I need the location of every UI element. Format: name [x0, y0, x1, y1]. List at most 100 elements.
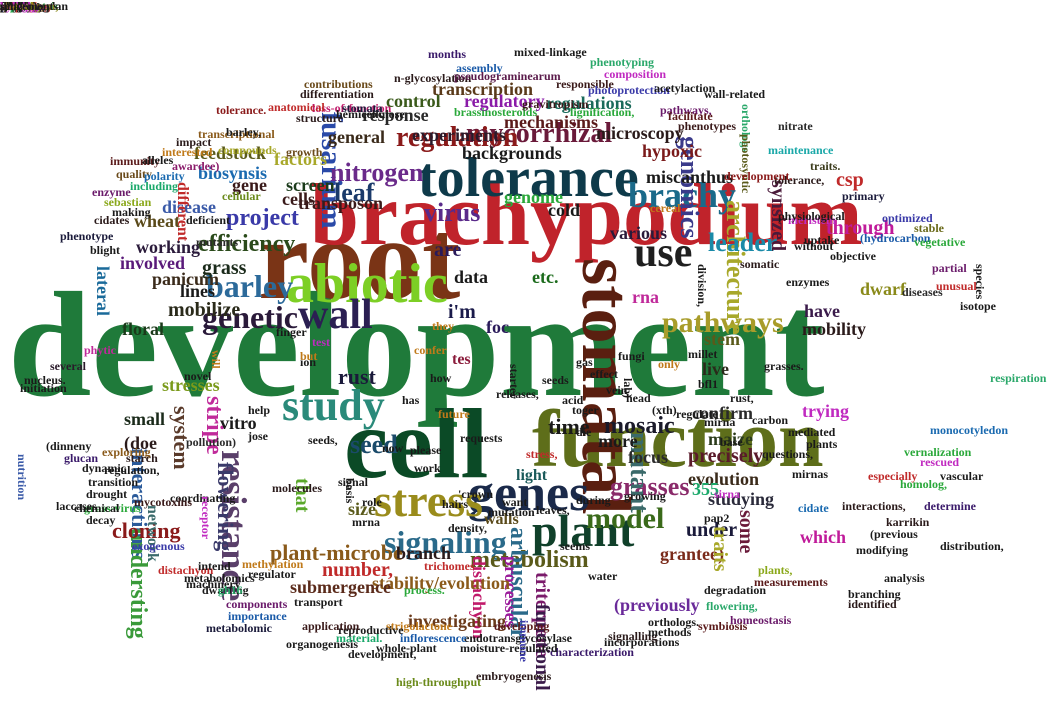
word-cloud-term: development: [8, 262, 825, 428]
word-cloud-term: bfl1: [698, 377, 719, 391]
word-cloud-term: regulatory: [464, 91, 545, 111]
word-cloud-term: screening: [0, 0, 49, 13]
word-cloud-term: 355: [692, 479, 719, 499]
word-cloud-term: has: [402, 393, 420, 407]
word-cloud-term: karrikin: [886, 515, 930, 529]
word-cloud-term: maize: [708, 429, 753, 449]
word-cloud-term: compounds: [218, 143, 277, 157]
word-cloud-term: releases,: [496, 387, 539, 401]
word-cloud-term: carbon: [752, 413, 788, 427]
word-cloud-term: drought: [86, 487, 128, 501]
word-cloud-term: barley,: [226, 125, 261, 139]
word-cloud-term: cell: [344, 388, 489, 499]
word-cloud-term: looking: [0, 0, 39, 13]
word-cloud-term: nutrition: [15, 454, 29, 501]
word-cloud-term: finger: [276, 325, 307, 339]
word-cloud-term: regulator: [248, 567, 296, 581]
word-cloud-term: data: [454, 267, 489, 287]
word-cloud-term: cidate: [798, 501, 829, 515]
word-cloud-term: photoprotection: [588, 83, 670, 97]
word-cloud-term: belonging: [0, 0, 51, 13]
word-cloud-term: coordinating: [170, 491, 236, 505]
word-cloud-term: feedstock: [194, 143, 266, 163]
word-cloud-term: family: [0, 0, 33, 13]
word-cloud-term: more: [598, 431, 638, 451]
word-cloud-term: (hydrocarbon: [860, 231, 931, 245]
word-cloud-term: traits: [709, 526, 731, 572]
word-cloud-term: optimized: [882, 211, 933, 225]
word-cloud-term: measurements: [754, 575, 828, 589]
word-cloud-term: grasses: [610, 472, 690, 501]
word-cloud-term: (lignin): [0, 0, 38, 13]
word-cloud-term: select: [0, 0, 28, 13]
word-cloud-term: plant: [532, 505, 635, 556]
word-cloud-term: base: [720, 435, 743, 449]
word-cloud-term: exogenous: [132, 539, 185, 553]
word-cloud-term: stem: [704, 329, 740, 349]
word-cloud-term: primary: [842, 189, 885, 203]
word-cloud-term: rcn4: [0, 0, 24, 13]
word-cloud-term: have: [804, 301, 840, 321]
word-cloud-term: network: [144, 505, 161, 562]
word-cloud-term: months: [428, 47, 467, 61]
word-cloud-term: physiological: [778, 209, 845, 223]
word-cloud-term: dynamic: [82, 461, 127, 475]
word-cloud-term: control: [386, 91, 441, 111]
word-cloud-term: underst: [0, 0, 40, 13]
word-cloud-term: (dinneny: [46, 439, 92, 453]
word-cloud-term: methods: [648, 625, 692, 639]
word-cloud-term: mobilize: [168, 299, 241, 321]
word-cloud-term: time: [548, 414, 590, 439]
word-cloud-term: experiments: [412, 125, 506, 145]
word-cloud-term: small: [124, 409, 166, 429]
word-cloud-term: glucan: [64, 451, 99, 465]
word-cloud-term: regulation,: [104, 463, 160, 477]
word-cloud-term: stable: [914, 221, 944, 235]
word-cloud-term: maintenance: [768, 143, 834, 157]
word-cloud-term: responsible: [556, 77, 614, 91]
word-cloud-term: grasses.: [764, 359, 804, 373]
word-cloud-term: use: [634, 230, 693, 276]
word-cloud-term: spikelet: [0, 0, 40, 13]
word-cloud-term: water: [588, 569, 618, 583]
word-cloud-term: distachyon: [158, 563, 214, 577]
word-cloud-term: application: [302, 619, 360, 633]
word-cloud-term: especially: [868, 469, 918, 483]
word-cloud-term: seems: [560, 539, 590, 553]
word-cloud-term: composition: [604, 67, 667, 81]
word-cloud-term: barley: [206, 268, 294, 304]
word-cloud-term: high-throughput: [396, 675, 482, 689]
word-cloud-term: interested: [162, 145, 213, 159]
word-cloud-term: virus: [424, 198, 481, 227]
word-cloud-term: live: [702, 359, 729, 379]
word-cloud-term: ga,: [0, 0, 15, 13]
word-cloud-term: future: [438, 407, 470, 421]
word-cloud-term: rust: [338, 364, 376, 389]
word-cloud-term: development.: [724, 169, 793, 183]
word-cloud-term: starch: [126, 451, 158, 465]
word-cloud-term: species: [973, 264, 987, 300]
word-cloud-term: are: [434, 239, 462, 261]
word-cloud-term: impact: [176, 135, 212, 149]
word-cloud-term: cells: [282, 189, 315, 209]
word-cloud-term: lab: [0, 0, 17, 13]
word-cloud-term: look: [0, 0, 23, 13]
word-cloud-term: submergence: [290, 577, 391, 597]
word-cloud-term: contributions: [304, 77, 373, 91]
word-cloud-term: strigolactone: [386, 619, 452, 633]
word-cloud-term: phenotype: [60, 229, 114, 243]
word-cloud-term: ion: [300, 355, 317, 369]
word-cloud-term: support: [0, 0, 41, 13]
word-cloud-term: vascular: [940, 469, 984, 483]
word-cloud-term: mutants: [196, 235, 239, 249]
word-cloud-term: mechanisms: [504, 112, 598, 132]
word-cloud-term: determine: [924, 499, 976, 513]
word-cloud-term: what: [0, 0, 26, 13]
word-cloud-term: confer: [414, 343, 447, 357]
word-cloud-term: elucidate: [0, 0, 46, 13]
word-cloud-term: her: [0, 0, 18, 13]
word-cloud-term: during: [576, 493, 611, 507]
word-cloud-term: genes: [468, 465, 590, 522]
word-cloud-term: photosyntic: [739, 134, 753, 194]
